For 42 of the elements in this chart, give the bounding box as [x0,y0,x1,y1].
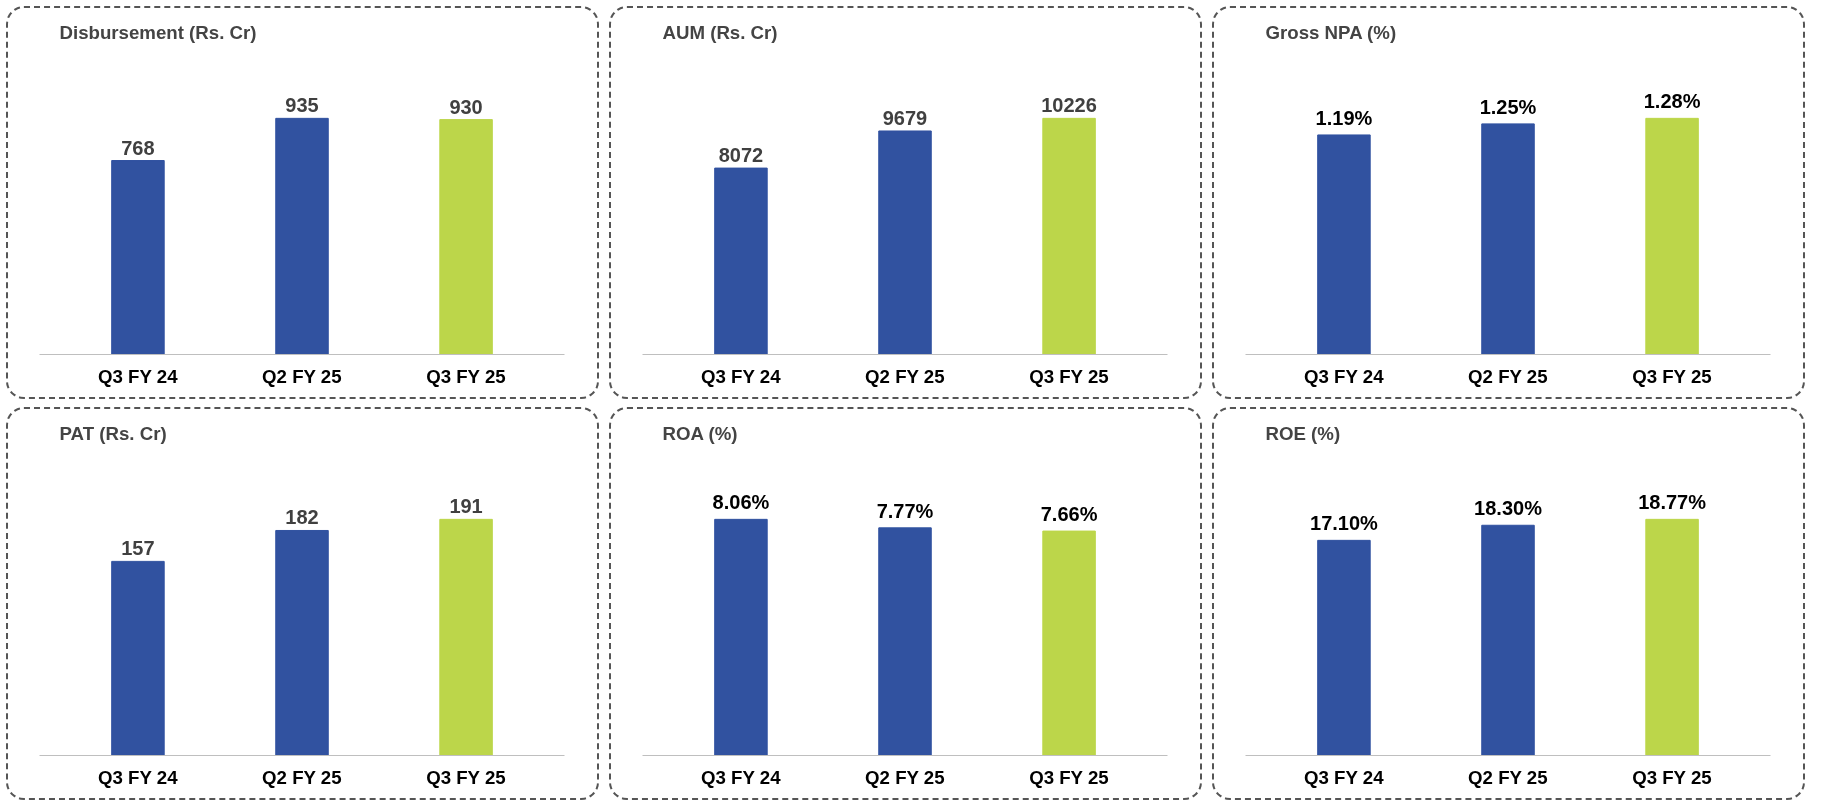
x-tick-label: Q3 FY 24 [98,766,179,788]
x-tick-label: Q2 FY 25 [865,766,945,788]
chart-title: ROA (%) [662,422,738,444]
data-label: 18.30% [1474,497,1543,520]
x-tick-label: Q3 FY 25 [1632,365,1712,387]
data-label: 9679 [882,106,928,129]
data-label: 935 [285,94,319,117]
data-label: 17.10% [1310,512,1379,535]
chart-title: Disbursement (Rs. Cr) [59,21,257,43]
data-label: 8.06% [712,491,770,514]
x-tick-label: Q3 FY 24 [1304,766,1385,788]
x-tick-label: Q2 FY 25 [1468,365,1548,387]
data-label: 1.19% [1315,106,1373,129]
chart-title: ROE (%) [1265,422,1341,444]
x-tick-label: Q2 FY 25 [262,365,342,387]
x-tick-label: Q3 FY 25 [1029,766,1109,788]
chart-title: Gross NPA (%) [1265,21,1397,43]
x-tick-label: Q2 FY 25 [865,365,945,387]
data-label: 768 [121,136,155,159]
x-tick-label: Q3 FY 24 [701,365,782,387]
data-label: 18.77% [1638,491,1707,514]
data-label: 8072 [718,144,764,167]
data-label: 1.28% [1643,90,1701,113]
data-label: 10226 [1041,94,1097,117]
data-label: 191 [449,495,483,518]
x-tick-label: Q3 FY 25 [426,766,506,788]
x-tick-label: Q2 FY 25 [262,766,342,788]
x-tick-label: Q3 FY 25 [426,365,506,387]
x-tick-label: Q3 FY 24 [1304,365,1385,387]
x-tick-label: Q3 FY 24 [98,365,179,387]
data-label: 7.66% [1040,503,1098,526]
x-tick-label: Q3 FY 24 [701,766,782,788]
data-label: 182 [285,506,319,529]
data-label: 157 [121,537,155,560]
x-tick-label: Q3 FY 25 [1029,365,1109,387]
x-tick-label: Q2 FY 25 [1468,766,1548,788]
data-label: 1.25% [1479,95,1537,118]
data-label: 930 [449,95,483,118]
chart-title: AUM (Rs. Cr) [662,21,778,43]
x-tick-label: Q3 FY 25 [1632,766,1712,788]
data-label: 7.77% [876,499,934,522]
chart-title: PAT (Rs. Cr) [59,422,167,444]
